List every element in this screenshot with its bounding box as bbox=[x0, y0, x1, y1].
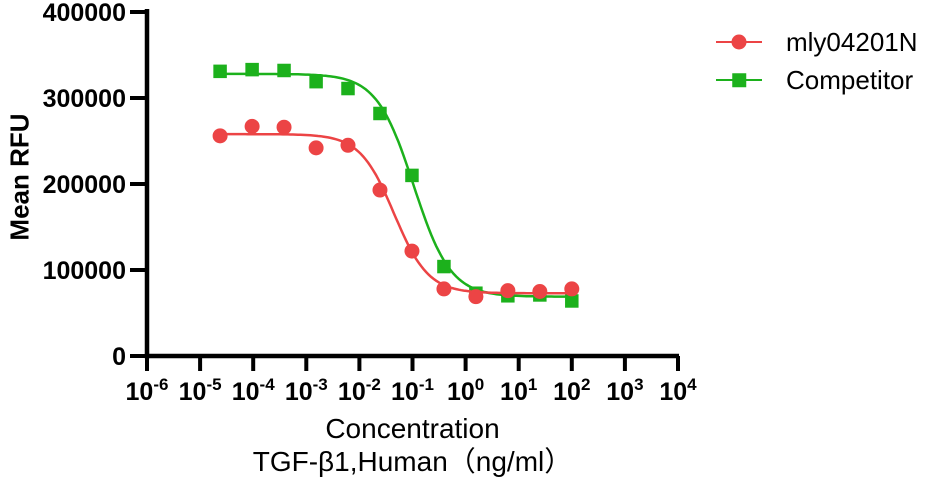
legend-label: mly04201N bbox=[786, 26, 918, 57]
legend-item-competitor: Competitor bbox=[716, 61, 918, 99]
y-tick-label: 400000 bbox=[43, 0, 126, 27]
data-point-Competitor bbox=[437, 259, 451, 274]
data-point-mly04201N bbox=[308, 140, 324, 156]
x-axis-title-line2: TGF-β1,Human（ng/ml） bbox=[252, 446, 573, 477]
x-tick-label: 10-2 bbox=[338, 375, 381, 406]
legend-item-mly04201N: mly04201N bbox=[716, 23, 918, 61]
x-tick-label: 10-5 bbox=[179, 375, 222, 406]
y-tick-label: 300000 bbox=[43, 85, 126, 113]
legend-marker-square-icon bbox=[716, 72, 762, 88]
square-marker-icon bbox=[732, 73, 746, 87]
x-tick-label: 101 bbox=[500, 375, 537, 406]
data-point-Competitor bbox=[277, 63, 291, 78]
data-point-mly04201N bbox=[564, 281, 580, 297]
x-axis-title-line1: Concentration bbox=[325, 413, 500, 444]
y-tick-label: 0 bbox=[112, 343, 126, 371]
y-tick-label: 200000 bbox=[43, 171, 126, 199]
data-point-Competitor bbox=[373, 106, 387, 121]
x-tick-label: 100 bbox=[447, 375, 484, 406]
x-tick-label: 104 bbox=[659, 375, 697, 406]
x-tick-label: 102 bbox=[553, 375, 590, 406]
data-point-mly04201N bbox=[500, 283, 516, 299]
data-point-Competitor bbox=[405, 168, 419, 183]
x-tick-label: 10-6 bbox=[126, 375, 169, 406]
y-axis-title: Mean RFU bbox=[4, 113, 35, 241]
legend-label: Competitor bbox=[786, 64, 914, 95]
x-tick-label: 10-1 bbox=[391, 375, 434, 406]
circle-marker-icon bbox=[731, 34, 747, 50]
fit-curve-Competitor bbox=[218, 72, 574, 298]
data-point-mly04201N bbox=[372, 182, 388, 198]
data-point-mly04201N bbox=[340, 137, 356, 153]
data-point-mly04201N bbox=[404, 243, 420, 259]
x-tick-label: 10-4 bbox=[232, 375, 275, 406]
data-point-Competitor bbox=[341, 81, 355, 96]
data-point-mly04201N bbox=[276, 119, 292, 135]
x-tick-label: 10-3 bbox=[285, 375, 328, 406]
data-point-Competitor bbox=[565, 294, 579, 308]
data-point-mly04201N bbox=[436, 281, 452, 297]
data-point-mly04201N bbox=[244, 118, 260, 134]
data-point-mly04201N bbox=[468, 289, 484, 305]
legend: mly04201N Competitor bbox=[716, 23, 918, 99]
fit-curve-mly04201N bbox=[218, 132, 574, 295]
y-tick-label: 100000 bbox=[43, 257, 126, 285]
data-point-Competitor bbox=[245, 62, 259, 77]
data-point-Competitor bbox=[213, 64, 227, 79]
x-axis-title: Concentration TGF-β1,Human（ng/ml） bbox=[147, 412, 678, 478]
x-tick-label: 103 bbox=[606, 375, 643, 406]
legend-marker-circle-icon bbox=[716, 34, 762, 50]
data-point-mly04201N bbox=[212, 128, 228, 144]
data-point-mly04201N bbox=[532, 284, 548, 299]
data-point-Competitor bbox=[309, 74, 323, 89]
